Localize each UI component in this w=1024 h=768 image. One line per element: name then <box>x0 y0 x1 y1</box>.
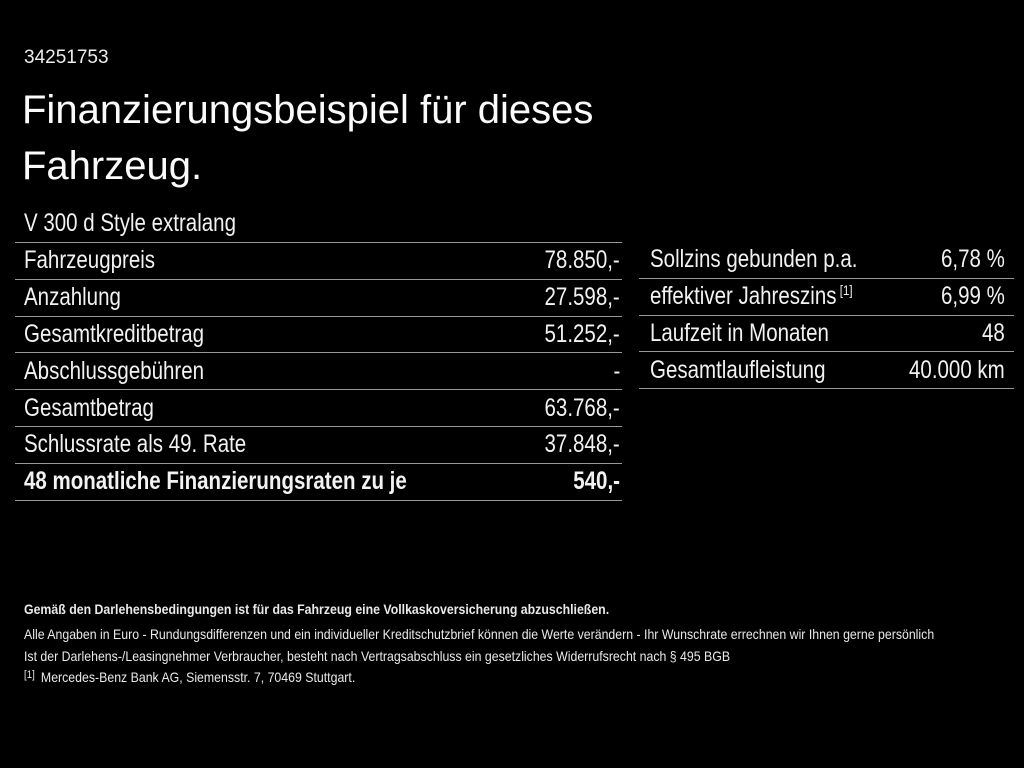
footnote-text: Mercedes-Benz Bank AG, Siemensstr. 7, 70… <box>40 669 356 685</box>
disclaimer-withdrawal-text: Ist der Darlehens-/Leasingnehmer Verbrau… <box>24 648 731 664</box>
row-value: 78.850,- <box>544 246 620 275</box>
table-row-laufzeit: Laufzeit in Monaten 48 <box>639 316 1014 353</box>
conditions-table: Sollzins gebunden p.a. 6,78 % effektiver… <box>639 242 1014 390</box>
table-row-fahrzeugpreis: Fahrzeugpreis 78.850,- <box>15 243 622 280</box>
row-label: Gesamtbetrag <box>24 393 154 422</box>
table-row-gesamtbetrag: Gesamtbetrag 63.768,- <box>15 390 622 427</box>
disclaimer-values-text: Alle Angaben in Euro - Rundungsdifferenz… <box>24 626 935 642</box>
row-label: Gesamtkreditbetrag <box>24 319 205 348</box>
disclaimer-values: Alle Angaben in Euro - Rundungsdifferenz… <box>24 626 1024 642</box>
footnote-content: [1] Mercedes-Benz Bank AG, Siemensstr. 7,… <box>24 669 355 685</box>
table-row-sollzins: Sollzins gebunden p.a. 6,78 % <box>639 242 1014 279</box>
row-label: Laufzeit in Monaten <box>650 318 829 347</box>
row-label-text: effektiver Jahreszins <box>650 282 837 311</box>
row-label: Sollzins gebunden p.a. <box>650 245 858 274</box>
footnote-reference: [1] <box>839 282 853 299</box>
row-value: 37.848,- <box>544 430 620 459</box>
disclaimer-withdrawal: Ist der Darlehens-/Leasingnehmer Verbrau… <box>24 648 826 664</box>
table-row-abschlussgebuehren: Abschlussgebühren - <box>15 353 622 391</box>
table-row-monatsrate: 48 monatliche Finanzierungsraten zu je 5… <box>15 464 622 501</box>
footnote-marker: [1] <box>24 669 35 681</box>
row-label: Schlussrate als 49. Rate <box>24 430 247 459</box>
row-value: 6,99 % <box>941 282 1005 311</box>
row-value: 6,78 % <box>941 245 1005 274</box>
vehicle-name-text: V 300 d Style extralang <box>24 209 236 237</box>
table-row-gesamtkreditbetrag: Gesamtkreditbetrag 51.252,- <box>15 317 622 354</box>
row-label: Fahrzeugpreis <box>24 246 156 275</box>
row-value: 51.252,- <box>544 319 620 348</box>
row-label: Abschlussgebühren <box>24 356 205 385</box>
page-title: Finanzierungsbeispiel für dieses Fahrzeu… <box>22 88 594 188</box>
row-label: Gesamtlaufleistung <box>650 355 826 384</box>
row-value: - <box>613 356 620 385</box>
table-row-schlussrate: Schlussrate als 49. Rate 37.848,- <box>15 427 622 464</box>
row-value: 540,- <box>573 467 620 496</box>
footnote: [1] Mercedes-Benz Bank AG, Siemensstr. 7,… <box>24 669 400 685</box>
row-value: 27.598,- <box>544 283 620 312</box>
row-label: 48 monatliche Finanzierungsraten zu je <box>24 467 407 496</box>
table-row-anzahlung: Anzahlung 27.598,- <box>15 280 622 317</box>
insurance-note: Gemäß den Darlehensbedingungen ist für d… <box>24 601 689 617</box>
row-label: effektiver Jahreszins [1] <box>650 282 853 311</box>
row-value: 63.768,- <box>544 393 620 422</box>
offer-number: 34251753 <box>24 47 109 68</box>
insurance-note-text: Gemäß den Darlehensbedingungen ist für d… <box>24 601 610 617</box>
row-value: 48 <box>982 318 1005 347</box>
table-row-effektiver-jahreszins: effektiver Jahreszins [1] 6,99 % <box>639 279 1014 316</box>
row-value: 40.000 km <box>909 355 1005 384</box>
table-row-gesamtlaufleistung: Gesamtlaufleistung 40.000 km <box>639 352 1014 390</box>
vehicle-name: V 300 d Style extralang <box>24 206 283 240</box>
financing-table: Fahrzeugpreis 78.850,- Anzahlung 27.598,… <box>15 242 622 501</box>
row-label: Anzahlung <box>24 283 121 312</box>
